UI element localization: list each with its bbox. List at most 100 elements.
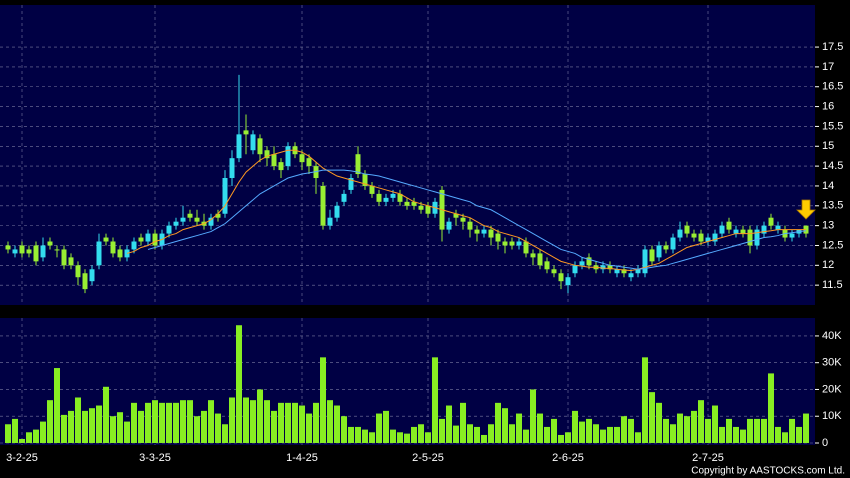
candle-body [537,253,543,266]
volume-bar [789,418,795,443]
candle-body [733,229,739,234]
y-tick-label: 0 [822,437,828,449]
volume-bar [138,410,144,443]
volume-bar [572,410,578,443]
candle-body [145,233,151,242]
volume-bar [558,434,564,443]
volume-bar [369,432,375,443]
volume-bar [166,402,172,443]
candle-body [173,221,179,226]
volume-bar [5,424,11,443]
y-tick-label: 16 [822,100,834,112]
candle-body [516,241,522,246]
volume-bar [320,357,326,443]
candle-body [572,265,578,274]
candle-body [187,213,193,218]
candle-body [68,257,74,266]
candle-body [656,245,662,258]
volume-bar [96,405,102,443]
volume-bar [75,397,81,443]
candle-body [418,205,424,210]
candle-body [628,273,634,278]
volume-bar [600,429,606,443]
x-tick-label: 2-5-25 [412,452,444,464]
volume-bar [397,432,403,443]
volume-bar [460,402,466,443]
y-tick-label: 17.5 [822,41,843,53]
candle-body [5,245,11,250]
candle-body [306,158,312,167]
volume-bar [698,400,704,443]
candle-body [341,193,347,202]
candle-body [509,241,515,246]
y-tick-label: 16.5 [822,81,843,93]
candle-body [649,249,655,262]
volume-bar [152,400,158,443]
x-tick-label: 3-3-25 [139,452,171,464]
volume-bar [201,410,207,443]
y-tick-label: 20K [822,383,842,395]
volume-bar [803,413,809,443]
candle-body [355,154,361,175]
volume-bar [684,416,690,443]
volume-bar [208,400,214,443]
plot-layer: 11.5 12 12.5 13 13.5 14 14.5 15 15.5 16 16.5 17 17.5… [0,5,843,464]
volume-bar [250,400,256,443]
volume-bar [726,418,732,443]
volume-bar [404,433,410,443]
y-tick-label: 17 [822,61,834,73]
volume-bar [173,402,179,443]
candle-body [390,193,396,198]
volume-bar [33,429,39,443]
volume-bar [159,402,165,443]
candle-body [551,269,557,274]
candle-body [362,174,368,186]
volume-bar [215,413,221,443]
volume-bar [621,416,627,443]
volume-bar [376,413,382,443]
candle-body [264,150,270,159]
volume-bar [740,429,746,443]
candle-body [411,201,417,206]
volume-bar [390,429,396,443]
candle-body [229,158,235,179]
volume-bar [264,400,270,443]
y-tick-label: 14.5 [822,160,843,172]
y-tick-label: 15.5 [822,120,843,132]
volume-bar [551,418,557,443]
volume-bar [593,424,599,443]
volume-bar [306,413,312,443]
candle-body [61,249,67,266]
candle-body [208,217,214,226]
volume-bar [474,426,480,443]
volume-bar [523,429,529,443]
candle-body [446,221,452,230]
volume-bar [628,418,634,443]
volume-bar [747,418,753,443]
volume-bar [229,397,235,443]
volume-bar [82,410,88,443]
volume-bar [537,413,543,443]
volume-bar [26,432,32,443]
candle-body [600,265,606,270]
candle-body [642,249,648,274]
y-tick-label: 14 [822,180,834,192]
candle-body [670,237,676,250]
candle-body [467,221,473,230]
volume-bar [649,392,655,443]
y-tick-label: 12 [822,259,834,271]
volume-bar [19,438,25,443]
volume-bar [768,373,774,443]
candle-body [26,249,32,254]
candle-body [110,241,116,254]
candle-body [383,197,389,202]
volume-bar [411,426,417,443]
volume-bar [355,426,361,443]
candle-body [131,241,137,250]
candle-body [299,154,305,163]
candle-body [761,225,767,234]
volume-bar [782,432,788,443]
candle-body [712,233,718,242]
price-panel [0,5,815,305]
volume-bar [663,418,669,443]
